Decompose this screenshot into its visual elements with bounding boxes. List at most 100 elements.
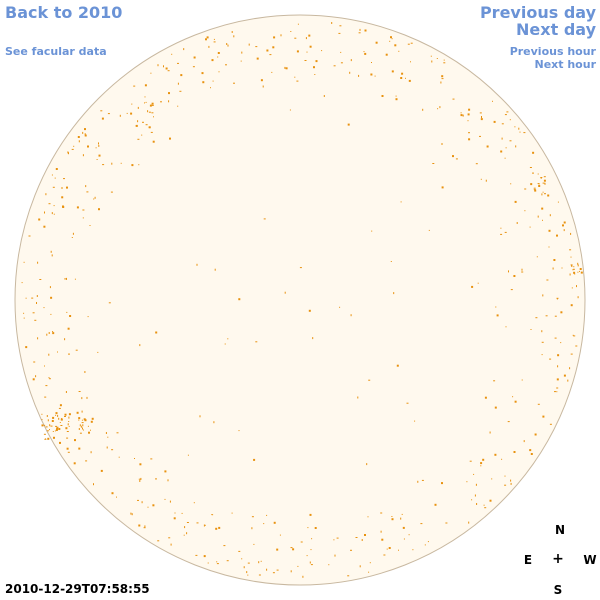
facula-mark <box>59 441 61 444</box>
previous-day-link[interactable]: Previous day <box>479 3 596 22</box>
facula-mark <box>304 60 307 61</box>
facula-mark <box>455 158 458 160</box>
facula-mark <box>489 431 491 434</box>
facula-mark <box>151 102 154 105</box>
facula-mark <box>573 335 576 337</box>
previous-hour-link[interactable]: Previous hour <box>509 45 596 58</box>
back-to-year-link[interactable]: Back to 2010 <box>5 3 123 22</box>
facula-mark <box>45 193 47 196</box>
facula-mark <box>537 173 539 175</box>
facula-mark <box>202 81 205 84</box>
facula-mark <box>81 422 84 424</box>
facula-mark <box>546 279 549 281</box>
facula-mark <box>434 503 437 506</box>
facula-mark <box>80 425 82 428</box>
facula-mark <box>227 44 229 47</box>
facula-mark <box>64 278 67 280</box>
facula-mark <box>560 311 563 314</box>
facula-mark <box>212 80 214 82</box>
facula-mark <box>508 270 509 273</box>
facula-mark <box>111 449 114 451</box>
solar-disk <box>14 14 586 586</box>
facula-mark <box>412 549 414 551</box>
facula-mark <box>155 478 157 480</box>
facula-mark <box>65 427 68 430</box>
facula-mark <box>36 302 37 304</box>
facula-mark <box>226 560 229 562</box>
facula-mark <box>521 268 523 271</box>
next-day-link[interactable]: Next day <box>516 20 596 39</box>
facula-mark <box>56 426 59 428</box>
next-hour-link[interactable]: Next hour <box>534 58 597 71</box>
facula-mark <box>91 417 94 420</box>
facula-mark <box>573 271 576 274</box>
facula-mark <box>52 332 55 335</box>
facula-mark <box>309 513 312 516</box>
facula-mark <box>168 537 171 539</box>
facula-mark <box>183 534 185 536</box>
facula-mark <box>130 112 133 115</box>
facula-mark <box>284 291 286 294</box>
facula-mark <box>67 151 69 154</box>
facula-mark <box>55 429 58 431</box>
facula-mark <box>563 374 566 377</box>
facula-mark <box>186 532 188 535</box>
facula-mark <box>504 484 507 486</box>
facula-mark <box>452 98 455 100</box>
facula-mark <box>157 64 159 67</box>
facula-mark <box>72 232 74 235</box>
facula-mark <box>96 159 98 160</box>
facula-mark <box>501 123 504 125</box>
facula-mark <box>52 331 54 332</box>
facula-mark <box>571 287 573 289</box>
facula-mark <box>48 332 50 334</box>
facula-mark <box>509 140 512 142</box>
facula-mark <box>510 183 512 185</box>
facula-mark <box>408 79 411 82</box>
facula-mark <box>310 549 312 551</box>
facula-mark <box>150 72 152 74</box>
facula-mark <box>572 268 575 270</box>
facula-mark <box>532 151 535 154</box>
facula-mark <box>67 451 70 453</box>
facula-mark <box>253 543 255 545</box>
facula-mark <box>74 439 76 442</box>
facula-mark <box>460 112 462 114</box>
facula-mark <box>403 538 405 540</box>
facula-mark <box>504 475 506 477</box>
facula-mark <box>541 207 544 210</box>
facula-mark <box>44 438 47 440</box>
facula-mark <box>93 483 94 486</box>
facula-mark <box>94 196 96 199</box>
facula-mark <box>363 51 365 53</box>
facula-mark <box>308 34 311 37</box>
facula-mark <box>391 38 393 40</box>
facula-mark <box>541 330 543 333</box>
facula-mark <box>500 233 503 235</box>
facula-mark <box>484 396 487 399</box>
facula-mark <box>534 189 537 192</box>
facula-mark <box>515 145 517 148</box>
facula-mark <box>290 547 293 549</box>
see-facular-data-link[interactable]: See facular data <box>5 45 107 58</box>
facula-mark <box>541 193 543 196</box>
facula-mark <box>486 145 489 148</box>
facula-mark <box>519 131 521 133</box>
facula-mark <box>350 314 352 317</box>
facula-mark <box>549 423 552 425</box>
facula-mark <box>149 104 152 107</box>
facula-mark <box>69 315 72 317</box>
facula-mark <box>137 138 140 140</box>
facula-mark <box>88 431 90 434</box>
facula-mark <box>577 262 579 265</box>
facula-mark <box>50 425 53 427</box>
facula-mark <box>542 191 544 193</box>
facula-mark <box>68 425 70 427</box>
facula-mark <box>556 234 558 237</box>
compass-south-label: S <box>553 583 563 597</box>
facula-mark <box>86 191 89 193</box>
facula-mark <box>203 555 206 558</box>
facula-mark <box>68 353 70 355</box>
facula-mark <box>314 74 316 75</box>
facula-mark <box>364 29 367 32</box>
